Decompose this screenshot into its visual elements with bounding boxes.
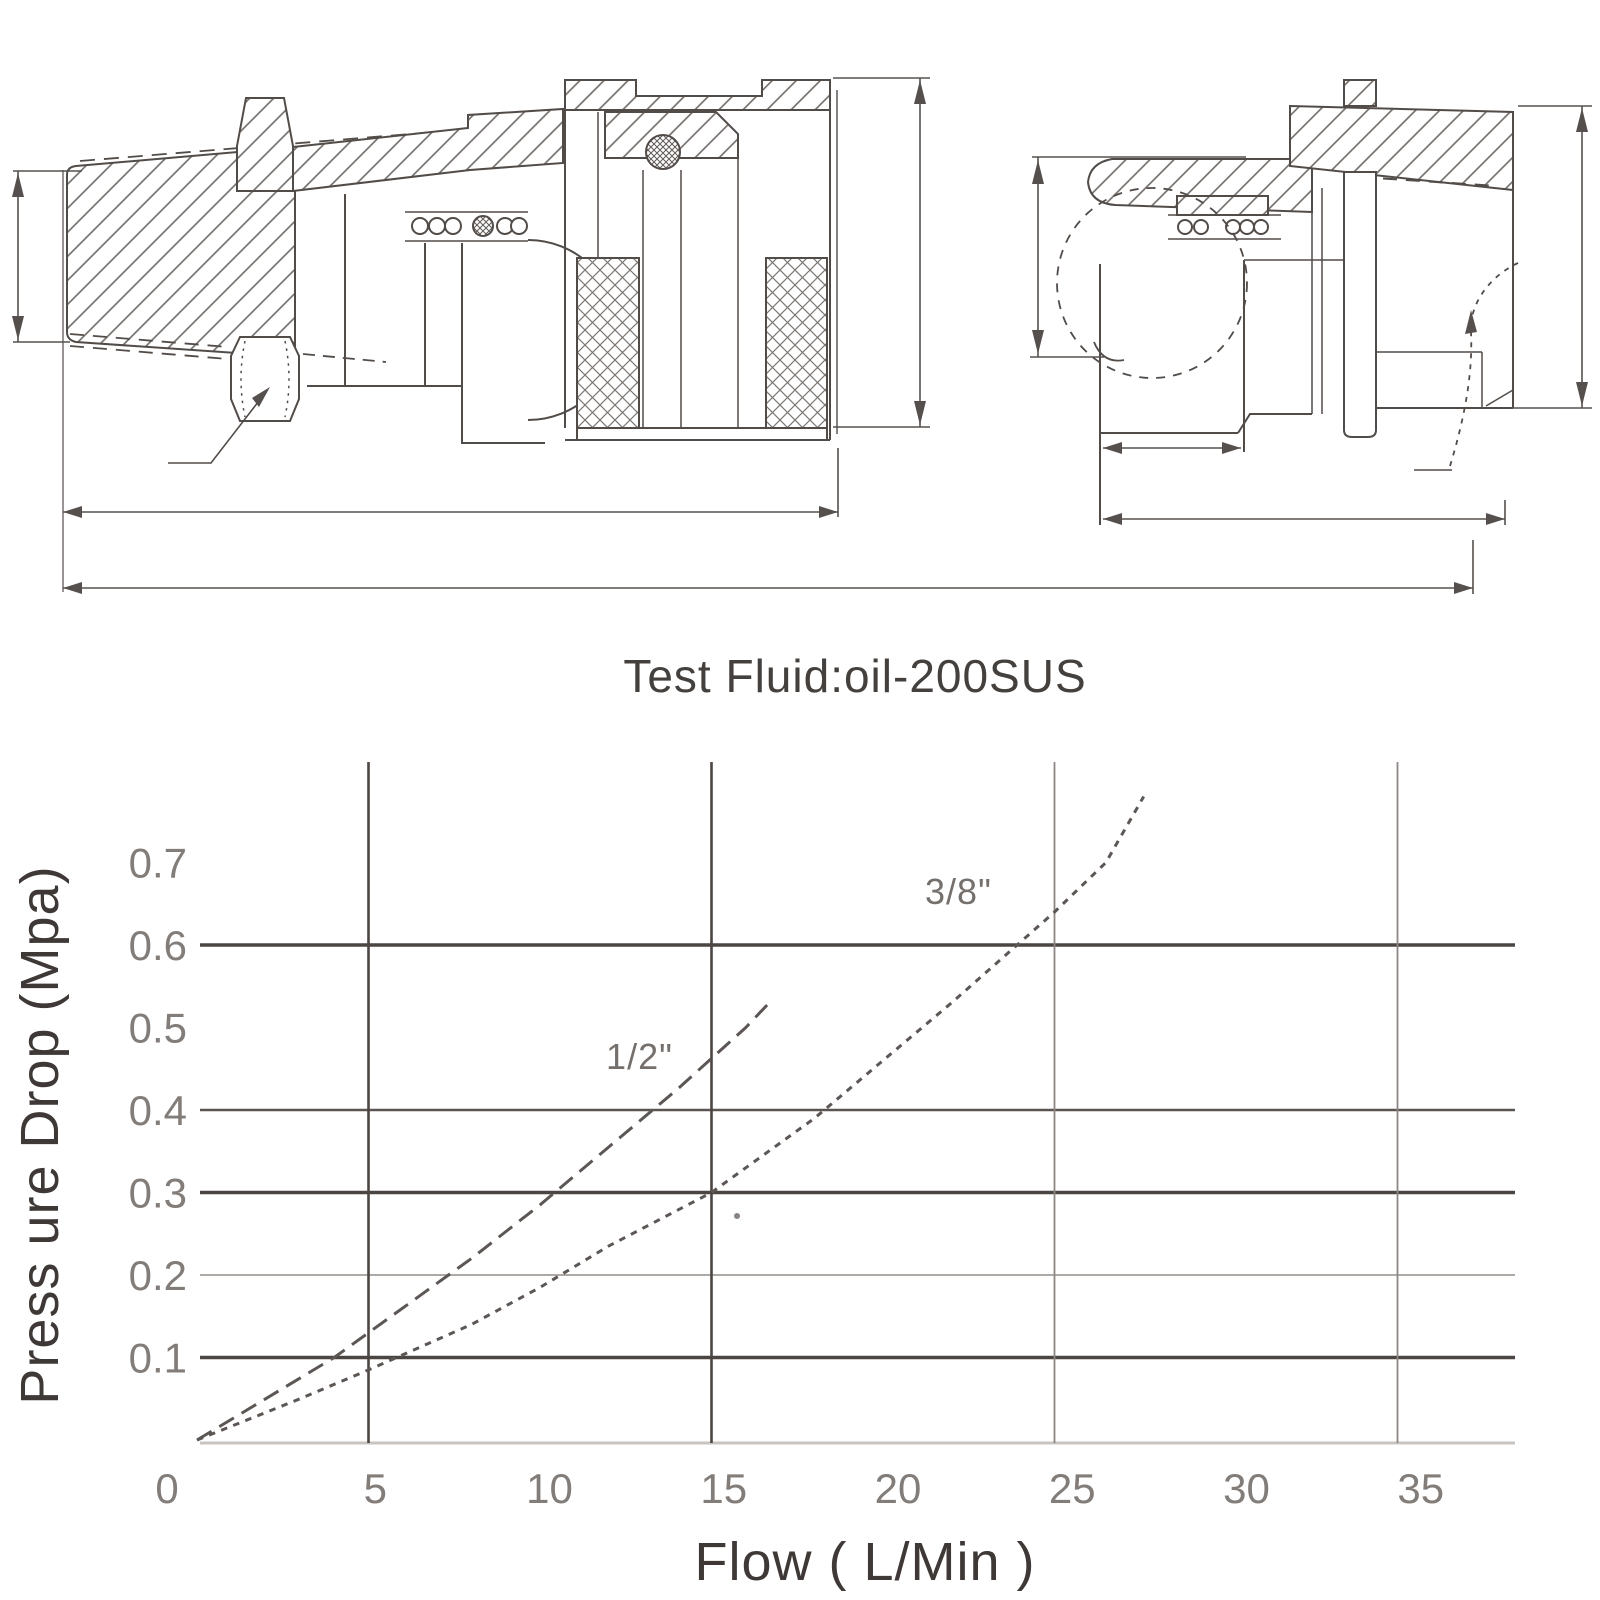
- hex-nut-flat: [230, 336, 300, 422]
- lock-ball: [1193, 219, 1209, 235]
- dimension-sleeve-od: [833, 77, 930, 428]
- y-tick-label: 0.2: [129, 1252, 187, 1299]
- flange: [1343, 171, 1377, 438]
- sleeve-cap: [564, 79, 831, 111]
- lock-ball: [411, 217, 429, 235]
- dimension-body-length: [63, 448, 839, 518]
- scan-speck: [734, 1213, 740, 1219]
- chart-grid: [200, 762, 1515, 1445]
- y-axis-title: Press ure Drop (Mpa): [10, 865, 70, 1404]
- lock-ball: [1253, 219, 1269, 235]
- male-thread-stub: [62, 122, 546, 592]
- lock-ball: [510, 217, 528, 235]
- lock-ball: [1177, 219, 1193, 235]
- x-tick-label: 25: [1049, 1465, 1096, 1512]
- x-tick-label: 20: [875, 1465, 922, 1512]
- y-tick-label: 0.4: [129, 1087, 187, 1134]
- y-tick-label: 0.6: [129, 922, 187, 969]
- dimension-thread-od-right: [1510, 105, 1592, 409]
- dimension-plug-od: [1030, 156, 1246, 358]
- lock-ball: [1239, 219, 1255, 235]
- lock-ball: [444, 217, 462, 235]
- dimension-overall-length: [63, 540, 1474, 594]
- dimension-nose-length: [1103, 442, 1241, 454]
- x-tick-label: 30: [1223, 1465, 1270, 1512]
- plug-nose: [1056, 158, 1344, 525]
- y-tick-label: 0.1: [129, 1335, 187, 1382]
- release-sleeve: [564, 79, 838, 441]
- threaded-end: [1289, 79, 1514, 409]
- ball-detail-circle: [1056, 187, 1248, 379]
- thread-leader: [1414, 262, 1519, 471]
- x-tick-label: 10: [526, 1465, 573, 1512]
- dimension-thread-od: [12, 170, 82, 343]
- x-tick-label: 5: [364, 1465, 387, 1512]
- y-tick-label: 0.3: [129, 1170, 187, 1217]
- right-coupling-drawing: [1030, 79, 1592, 525]
- leader-line: [168, 387, 270, 464]
- hex-nut-top: [236, 97, 294, 192]
- o-ring-small: [472, 215, 494, 237]
- chart-title: Test Fluid:oil-200SUS: [623, 650, 1086, 702]
- pressure-drop-chart: Test Fluid:oil-200SUS 1/2" 3/8" 0.7 0.6 0.5…: [10, 650, 1515, 1592]
- x-tick-label: 0: [155, 1465, 178, 1512]
- curve-38: [196, 795, 1146, 1442]
- y-tick-label: 0.7: [129, 840, 187, 887]
- o-ring: [645, 134, 681, 170]
- flange-tab: [1343, 79, 1377, 107]
- hex-nut: [230, 97, 300, 422]
- left-coupling-drawing: [12, 77, 1474, 594]
- coupling-drawings: [12, 77, 1592, 594]
- lock-ball: [428, 217, 446, 235]
- dimension-plug-length: [1103, 500, 1506, 525]
- knurl-panel-right: [765, 257, 828, 429]
- valve-piston: [604, 111, 739, 159]
- x-tick-label: 35: [1397, 1465, 1444, 1512]
- curve-label: 1/2": [606, 1036, 673, 1077]
- curve-label: 3/8": [925, 871, 992, 912]
- coupler-body: [292, 107, 619, 444]
- y-tick-label: 0.5: [129, 1005, 187, 1052]
- chart-curves: 1/2" 3/8": [196, 795, 1146, 1442]
- knurl-panel-left: [576, 257, 640, 429]
- x-axis-title: Flow ( L/Min ): [694, 1532, 1035, 1592]
- chart-ticks: 0.7 0.6 0.5 0.4 0.3 0.2 0.1 0 5 10 15 20 25 30 35: [129, 840, 1445, 1513]
- curve-12: [196, 997, 775, 1442]
- x-tick-label: 15: [700, 1465, 747, 1512]
